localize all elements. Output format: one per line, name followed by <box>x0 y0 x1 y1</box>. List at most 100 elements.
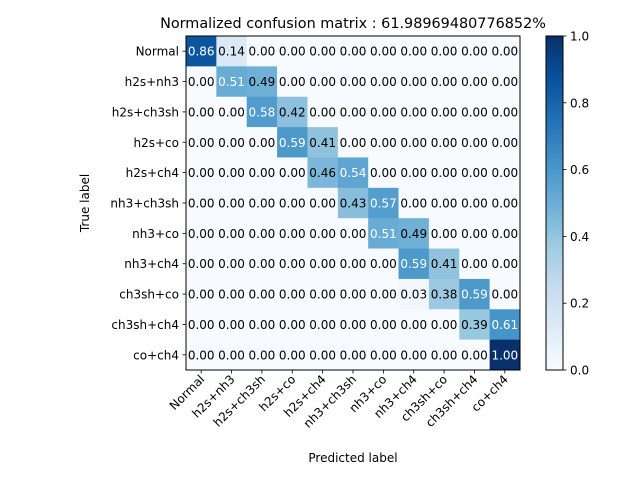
cell-value-label: 0.49 <box>400 227 427 241</box>
heatmap-cell <box>489 66 521 98</box>
heatmap-cell <box>277 66 308 98</box>
cell-value-label: 0.00 <box>249 318 276 332</box>
heatmap-cell <box>307 127 339 158</box>
cell-value-label: 0.49 <box>249 75 276 89</box>
colorbar-tick-label: 0.6 <box>570 163 589 177</box>
cell-value-label: 0.00 <box>461 348 488 362</box>
x-axis-ticks: Normalh2s+nh3h2s+ch3shh2s+coh2s+ch4nh3+c… <box>167 370 511 431</box>
cell-value-label: 0.00 <box>431 227 458 241</box>
heatmap-cell <box>337 36 369 67</box>
cell-value-label: 1.00 <box>491 348 518 362</box>
cell-value-label: 0.00 <box>461 227 488 241</box>
heatmap-cell <box>428 66 460 98</box>
heatmap-cell <box>398 248 430 280</box>
heatmap-cell <box>277 127 308 158</box>
cell-value-label: 0.00 <box>218 257 245 271</box>
y-tick-label: co+ch4 <box>133 348 179 362</box>
heatmap-cell <box>216 218 248 249</box>
cell-value-label: 0.51 <box>218 75 245 89</box>
cell-value-label: 0.00 <box>340 75 367 89</box>
cell-value-label: 0.38 <box>431 288 458 302</box>
heatmap-cell <box>398 339 430 371</box>
heatmap-cell <box>398 278 430 310</box>
cell-value-label: 0.00 <box>249 257 276 271</box>
heatmap-cell <box>246 339 278 371</box>
heatmap-cell <box>398 157 430 189</box>
cell-value-label: 0.00 <box>188 75 215 89</box>
cell-value-label: 0.00 <box>309 105 336 119</box>
heatmap-cell <box>186 309 217 340</box>
cell-value-label: 0.00 <box>218 348 245 362</box>
heatmap-cell <box>186 248 217 280</box>
cell-value-label: 0.00 <box>279 348 306 362</box>
heatmap-cell <box>216 66 248 98</box>
colorbar-tick-label: 0.8 <box>570 96 589 110</box>
cell-value-label: 0.00 <box>188 197 215 211</box>
cell-value-label: 0.00 <box>218 197 245 211</box>
y-tick-label: Normal <box>136 45 179 59</box>
heatmap-cell <box>337 339 369 371</box>
cell-value-label: 0.00 <box>461 45 488 59</box>
heatmap-cell <box>307 157 339 189</box>
heatmap-cell <box>186 278 217 310</box>
heatmap-cell <box>337 309 369 340</box>
cell-value-label: 0.61 <box>491 318 518 332</box>
cell-value-label: 0.00 <box>188 348 215 362</box>
heatmap-cell <box>307 248 339 280</box>
cell-value-label: 0.00 <box>249 227 276 241</box>
heatmap-cell <box>459 187 490 219</box>
heatmap-cell <box>216 309 248 340</box>
y-tick-label: ch3sh+co <box>119 288 179 302</box>
heatmap-cell <box>246 66 278 98</box>
heatmap-cell <box>459 66 490 98</box>
cell-value-label: 0.00 <box>188 288 215 302</box>
cell-value-label: 0.00 <box>249 288 276 302</box>
cell-value-label: 0.00 <box>400 348 427 362</box>
cell-value-label: 0.00 <box>491 45 518 59</box>
heatmap-cell <box>277 309 308 340</box>
colorbar <box>545 35 564 371</box>
heatmap-cell <box>277 96 308 128</box>
heatmap-cell <box>489 339 521 371</box>
heatmap-cell <box>459 127 490 158</box>
cell-value-label: 0.00 <box>340 257 367 271</box>
cell-value-label: 0.00 <box>218 136 245 150</box>
y-axis-ticks: Normal h2s+nh3 h2s+ch3sh h2s+co h2s+ch4 nh3+c… <box>110 45 186 362</box>
cell-value-label: 0.00 <box>279 288 306 302</box>
heatmap-cell <box>368 309 399 340</box>
heatmap-cell <box>459 96 490 128</box>
cell-value-label: 0.41 <box>309 136 336 150</box>
y-tick-label: h2s+nh3 <box>125 75 179 89</box>
heatmap-cell <box>186 127 217 158</box>
heatmap-cell <box>398 66 430 98</box>
y-tick-label: h2s+ch3sh <box>112 105 179 119</box>
heatmap-cell <box>277 218 308 249</box>
cell-value-label: 0.59 <box>279 136 306 150</box>
cell-value-label: 0.00 <box>340 136 367 150</box>
cell-value-label: 0.59 <box>461 288 488 302</box>
cell-value-label: 0.00 <box>400 105 427 119</box>
cell-value-label: 0.00 <box>309 348 336 362</box>
heatmap-cell <box>246 248 278 280</box>
heatmap-cell <box>398 218 430 249</box>
cell-value-label: 0.00 <box>461 166 488 180</box>
heatmap-cell <box>428 96 460 128</box>
heatmap-cell <box>337 248 369 280</box>
heatmap-cell <box>489 248 521 280</box>
cell-value-label: 0.00 <box>461 136 488 150</box>
colorbar-tick-label: 0.2 <box>570 297 589 311</box>
cell-value-label: 0.86 <box>188 45 215 59</box>
heatmap-cell <box>459 339 490 371</box>
heatmap-cell <box>398 187 430 219</box>
heatmap-cell <box>489 157 521 189</box>
heatmap-cell <box>246 278 278 310</box>
heatmap-cell <box>246 127 278 158</box>
heatmap-cell <box>398 36 430 67</box>
heatmap-cell <box>246 218 278 249</box>
heatmap-cell <box>368 339 399 371</box>
heatmap-cell <box>337 157 369 189</box>
cell-value-label: 0.58 <box>249 105 276 119</box>
heatmap-cell <box>337 218 369 249</box>
cell-value-label: 0.00 <box>218 105 245 119</box>
